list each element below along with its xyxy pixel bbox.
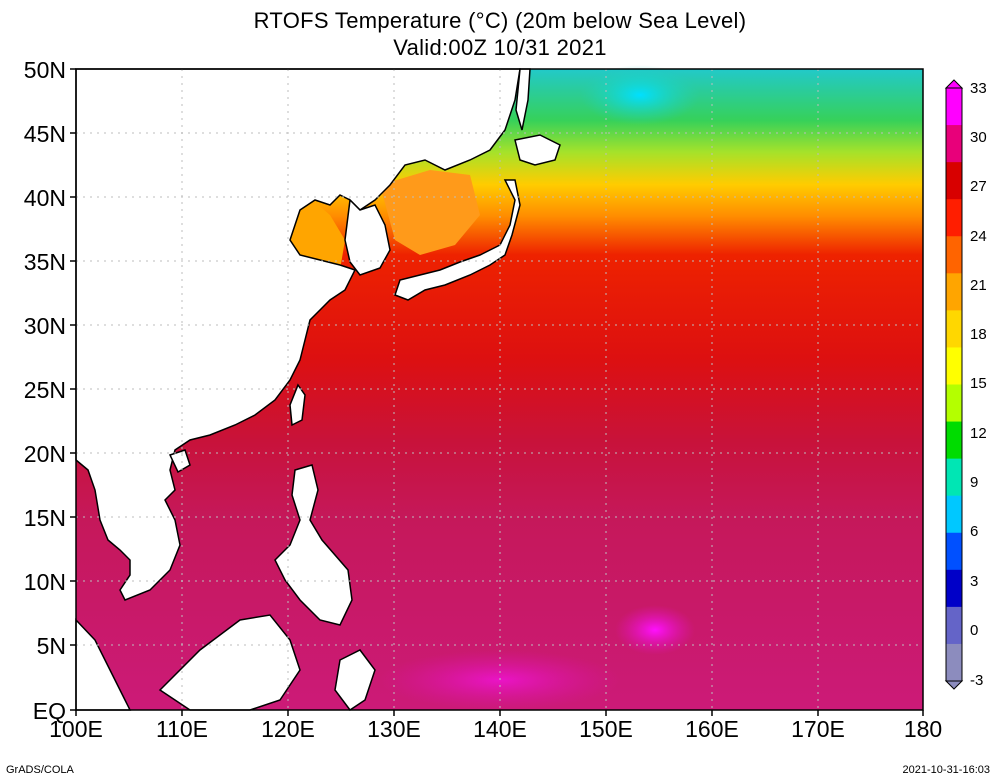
- colorbar-label: 30: [970, 129, 987, 146]
- colorbar-segment: [946, 532, 962, 571]
- lon-label-150e: 150E: [579, 716, 633, 742]
- colorbar-label: 27: [970, 178, 987, 195]
- colorbar-label: 15: [970, 375, 987, 392]
- lat-label-15n: 15N: [23, 505, 66, 531]
- colorbar-label: 12: [970, 425, 987, 442]
- colorbar-segment: [946, 310, 962, 348]
- colorbar-segment: [946, 199, 962, 237]
- colorbar-max-arrow: [944, 79, 964, 89]
- map-valid-time: Valid:00Z 10/31 2021: [393, 35, 607, 60]
- lon-label-100e: 100E: [49, 716, 103, 742]
- colorbar-segment: [946, 88, 962, 126]
- colorbar-label: 0: [970, 622, 979, 639]
- lon-label-140e: 140E: [473, 716, 527, 742]
- warm-anomaly: [615, 605, 695, 655]
- lon-label-120e: 120E: [261, 716, 315, 742]
- lat-label-30n: 30N: [23, 313, 66, 339]
- sea-of-japan: [380, 170, 480, 255]
- lat-label-35n: 35N: [23, 249, 66, 275]
- colorbar-label: 9: [970, 474, 979, 491]
- lat-label-10n: 10N: [23, 569, 66, 595]
- cold-anomaly: [580, 65, 700, 125]
- colorbar-label: 6: [970, 523, 979, 540]
- colorbar-segment: [946, 458, 962, 497]
- colorbar-label: -3: [970, 672, 984, 689]
- footer-credit: GrADS/COLA: [6, 764, 74, 776]
- colorbar-segment: [946, 421, 962, 460]
- colorbar-segment: [946, 643, 962, 682]
- colorbar-segment: [946, 495, 962, 534]
- colorbar-label: 24: [970, 228, 987, 245]
- footer-timestamp: 2021-10-31-16:03: [902, 764, 990, 776]
- lat-label-45n: 45N: [23, 121, 66, 147]
- colorbar-segment: [946, 606, 962, 645]
- colorbar-segment: [946, 162, 962, 200]
- lat-label-25n: 25N: [23, 377, 66, 403]
- colorbar: [944, 79, 964, 690]
- axis-ticks: [70, 68, 924, 716]
- colorbar-label: 21: [970, 277, 987, 294]
- lat-label-40n: 40N: [23, 185, 66, 211]
- colorbar-label: 18: [970, 326, 987, 343]
- colorbar-segment: [946, 384, 962, 423]
- lon-label-160e: 160E: [685, 716, 739, 742]
- lat-label-50n: 50N: [23, 57, 66, 83]
- colorbar-segment: [946, 569, 962, 608]
- colorbar-segment: [946, 125, 962, 163]
- colorbar-label: 33: [970, 80, 987, 97]
- colorbar-label: 3: [970, 573, 979, 590]
- lat-label-eq: EQ: [32, 698, 66, 724]
- lon-label-170e: 170E: [791, 716, 845, 742]
- lat-label-20n: 20N: [23, 441, 66, 467]
- landmass: [75, 68, 561, 712]
- colorbar-segment: [946, 347, 962, 385]
- lat-label-5n: 5N: [36, 633, 66, 659]
- colorbar-segment: [946, 236, 962, 274]
- lon-label-180: 180: [903, 716, 943, 742]
- map-title: RTOFS Temperature (°C) (20m below Sea Le…: [253, 8, 747, 33]
- colorbar-frame: [945, 87, 963, 682]
- colorbar-min-arrow: [944, 680, 964, 690]
- lon-label-110e: 110E: [155, 716, 208, 742]
- lon-label-130e: 130E: [367, 716, 421, 742]
- graticule: [76, 69, 923, 710]
- colorbar-segment: [946, 273, 962, 311]
